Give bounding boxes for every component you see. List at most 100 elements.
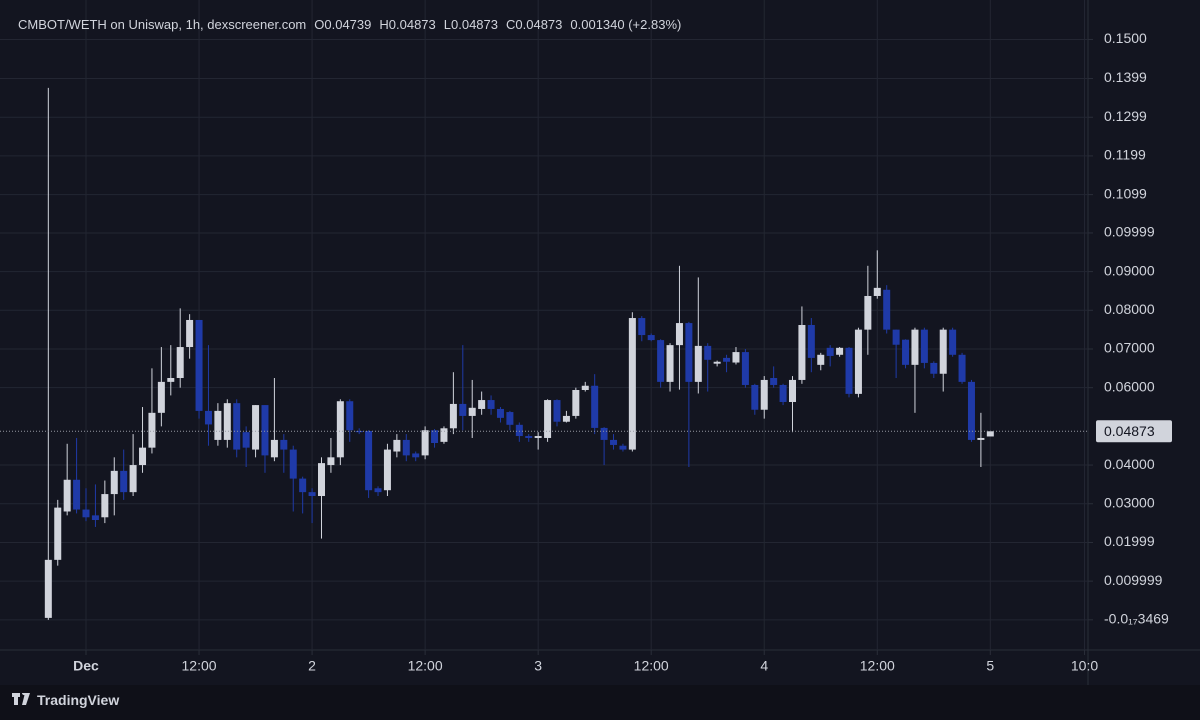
legend-item: O0.04739	[314, 17, 372, 32]
candle-body	[892, 329, 900, 345]
candle-body	[289, 449, 297, 479]
candle-body	[204, 410, 212, 425]
candle-body	[139, 447, 147, 466]
candle-body	[270, 439, 278, 458]
candle-body	[930, 362, 938, 374]
candle-body	[610, 439, 618, 445]
candle-body	[374, 488, 382, 493]
y-tick-label: 0.04000	[1104, 456, 1155, 472]
y-tick-label: 0.1099	[1104, 185, 1147, 201]
y-tick-label: 0.09999	[1104, 224, 1155, 240]
candle-body	[788, 379, 796, 402]
candle-body	[129, 465, 137, 493]
candle-body	[167, 378, 175, 382]
y-tick-label: 0.08000	[1104, 301, 1155, 317]
candle-body	[977, 437, 985, 440]
x-tick-label: 12:00	[634, 658, 669, 674]
x-tick-label: Dec	[73, 658, 99, 674]
candle-body	[101, 494, 109, 518]
candle-body	[280, 439, 288, 450]
x-tick-label: 12:00	[182, 658, 217, 674]
candle-body	[544, 400, 552, 438]
candle-body	[760, 379, 768, 410]
candle-body	[675, 323, 683, 346]
candle-body	[459, 403, 467, 416]
y-tick-label: 0.01999	[1104, 533, 1155, 549]
candle-body	[704, 345, 712, 360]
candle-body	[807, 325, 815, 358]
y-tick-label: -0.0₁₇3469	[1104, 611, 1169, 627]
candle-body	[920, 329, 928, 363]
last-price-label: 0.04873	[1104, 423, 1155, 439]
candle-body	[591, 385, 599, 428]
candle-body	[383, 449, 391, 491]
candle-body	[902, 339, 910, 365]
candle-body	[44, 559, 52, 618]
candle-body	[826, 347, 834, 356]
candle-body	[412, 453, 420, 458]
y-tick-label: 0.1299	[1104, 108, 1147, 124]
candle-body	[487, 400, 495, 409]
candle-body	[685, 323, 693, 382]
candle-body	[496, 408, 504, 418]
legend-item: H0.04873	[379, 17, 436, 32]
y-tick-label: 0.1199	[1104, 147, 1146, 163]
candle-body	[647, 335, 655, 341]
candle-body	[732, 352, 740, 363]
candle-body	[54, 507, 62, 560]
candle-body	[82, 509, 90, 518]
candle-body	[911, 329, 919, 365]
candle-body	[939, 329, 947, 374]
ohlc-legend: O0.04739 H0.04873 L0.04873 C0.04873 0.001340…	[314, 17, 681, 32]
candle-body	[365, 431, 373, 491]
candle-body	[223, 403, 231, 440]
candle-body	[91, 515, 99, 520]
candle-body	[572, 390, 580, 416]
candle-body	[440, 428, 448, 442]
candle-body	[148, 412, 156, 448]
candle-body	[581, 385, 589, 390]
candle-body	[195, 319, 203, 411]
x-tick-label: 2	[308, 658, 316, 674]
y-tick-label: 0.1399	[1104, 69, 1147, 85]
candle-body	[741, 352, 749, 385]
candle-body	[355, 431, 363, 433]
candle-body	[873, 287, 881, 296]
candle-body	[336, 401, 344, 458]
candle-body	[986, 431, 994, 437]
candle-body	[657, 340, 665, 382]
candle-body	[619, 445, 627, 450]
candle-body	[967, 381, 975, 440]
candle-body	[666, 345, 674, 382]
candle-body	[157, 381, 165, 413]
candle-body	[252, 405, 260, 450]
candle-body	[817, 354, 825, 365]
candle-body	[515, 424, 523, 437]
x-tick-label: 3	[534, 658, 542, 674]
x-tick-label: 12:00	[408, 658, 443, 674]
candle-body	[723, 357, 731, 362]
candle-body	[63, 479, 71, 512]
candle-body	[836, 347, 844, 355]
candle-body	[186, 319, 194, 348]
y-tick-label: 0.03000	[1104, 494, 1155, 510]
candle-body	[864, 295, 872, 330]
legend-item: L0.04873	[443, 17, 498, 32]
candle-body	[694, 345, 702, 382]
candle-body	[449, 403, 457, 429]
footer-bar	[0, 685, 1200, 720]
candle-body	[854, 329, 862, 394]
candle-body	[393, 439, 401, 452]
candle-body	[562, 415, 570, 422]
y-tick-label: 0.009999	[1104, 572, 1163, 588]
candle-body	[779, 384, 787, 402]
candle-body	[299, 478, 307, 493]
brand-name: TradingView	[37, 692, 120, 708]
x-tick-label: 4	[760, 658, 768, 674]
candle-body	[261, 405, 269, 456]
footer: TradingView	[12, 692, 119, 708]
y-tick-label: 0.1500	[1104, 30, 1147, 46]
x-tick-label: 5	[986, 658, 994, 674]
legend-item: 0.001340 (+2.83%)	[570, 17, 682, 32]
candle-body	[120, 470, 128, 493]
